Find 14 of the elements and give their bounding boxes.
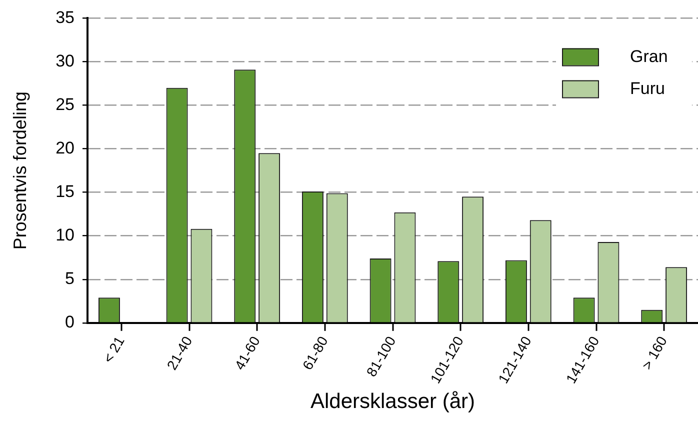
x-tick-label: < 21 bbox=[100, 333, 128, 366]
y-tick-label: 0 bbox=[65, 312, 75, 332]
x-tick-label: > 160 bbox=[638, 333, 670, 372]
y-tick-label: 30 bbox=[56, 51, 75, 70]
y-tick-label: 35 bbox=[56, 8, 75, 27]
y-tick-label: 5 bbox=[65, 269, 75, 288]
y-tick-label: 20 bbox=[56, 138, 75, 158]
y-axis-title: Prosentvis fordeling bbox=[10, 92, 30, 250]
y-tick-label: 25 bbox=[56, 94, 75, 114]
x-axis-title: Aldersklasser (år) bbox=[310, 390, 476, 414]
legend-label: Furu bbox=[630, 78, 665, 98]
legend-label: Gran bbox=[630, 46, 668, 66]
y-tick-label: 10 bbox=[56, 226, 75, 245]
y-tick-label: 15 bbox=[56, 182, 75, 202]
